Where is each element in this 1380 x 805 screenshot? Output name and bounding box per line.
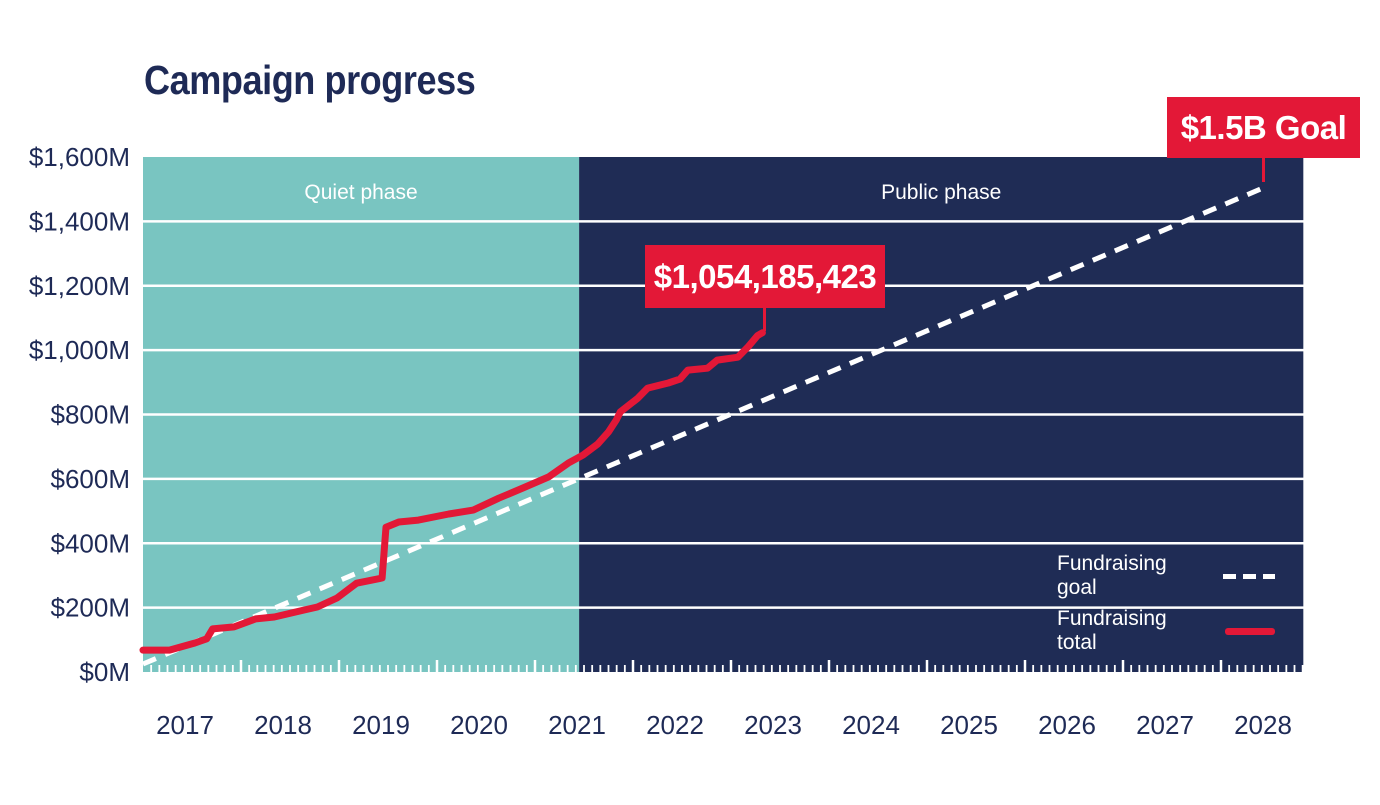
legend-label-goal: Fundraising goal xyxy=(1057,552,1167,599)
x-axis-label: 2020 xyxy=(450,710,508,740)
x-axis-label: 2018 xyxy=(254,710,312,740)
x-axis-label: 2025 xyxy=(940,710,998,740)
x-axis-label: 2027 xyxy=(1136,710,1194,740)
y-axis-label: $400M xyxy=(51,528,131,558)
series-lines xyxy=(139,186,1262,667)
goal-callout: $1.5B Goal xyxy=(1167,97,1360,182)
y-axis-label: $1,000M xyxy=(29,335,130,365)
legend-label-total: Fundraising total xyxy=(1057,607,1167,654)
x-axis-label: 2026 xyxy=(1038,710,1096,740)
y-axis-label: $0M xyxy=(79,657,130,687)
callout-pointer-tick xyxy=(1261,158,1265,182)
x-axis-label: 2023 xyxy=(744,710,802,740)
fundraising-total-callout: $1,054,185,423 xyxy=(645,245,885,331)
x-axis-label: 2017 xyxy=(156,710,214,740)
y-axis-label: $600M xyxy=(51,464,131,494)
phase-label-public: Public phase xyxy=(881,181,1001,204)
axis-ticks xyxy=(150,660,1304,672)
dashed-line-swatch xyxy=(1223,573,1275,579)
x-axis-label: 2024 xyxy=(842,710,900,740)
page-title: Campaign progress xyxy=(144,57,476,103)
callout-pointer-tick xyxy=(763,308,766,331)
phase-label-quiet: Quiet phase xyxy=(304,181,417,204)
fundraising-goal-line xyxy=(142,186,1262,667)
y-axis-label: $1,400M xyxy=(29,206,130,236)
x-axis-label: 2021 xyxy=(548,710,606,740)
x-axis-label: 2028 xyxy=(1234,710,1292,740)
y-axis-label: $800M xyxy=(51,400,131,430)
y-axis-label: $1,200M xyxy=(29,271,130,301)
fundraising-total-value: $1,054,185,423 xyxy=(653,258,877,295)
y-axis-label: $200M xyxy=(51,593,131,623)
legend-row-total: Fundraising total xyxy=(1057,607,1275,654)
fundraising-total-line xyxy=(139,329,766,654)
chart-legend: Fundraising goal Fundraising total xyxy=(1057,552,1275,654)
legend-row-goal: Fundraising goal xyxy=(1057,552,1275,599)
phase-labels: Quiet phase Public phase xyxy=(304,181,1001,204)
x-axis-label: 2022 xyxy=(646,710,704,740)
y-axis-label: $1,600M xyxy=(29,142,130,172)
x-axis-label: 2019 xyxy=(352,710,410,740)
gridlines xyxy=(143,220,1304,609)
goal-value: $1.5B Goal xyxy=(1180,109,1347,146)
solid-line-swatch xyxy=(1225,627,1275,635)
axis-labels: $1,600M $1,400M $1,200M $1,000M $800M $600M $4… xyxy=(29,142,1292,740)
